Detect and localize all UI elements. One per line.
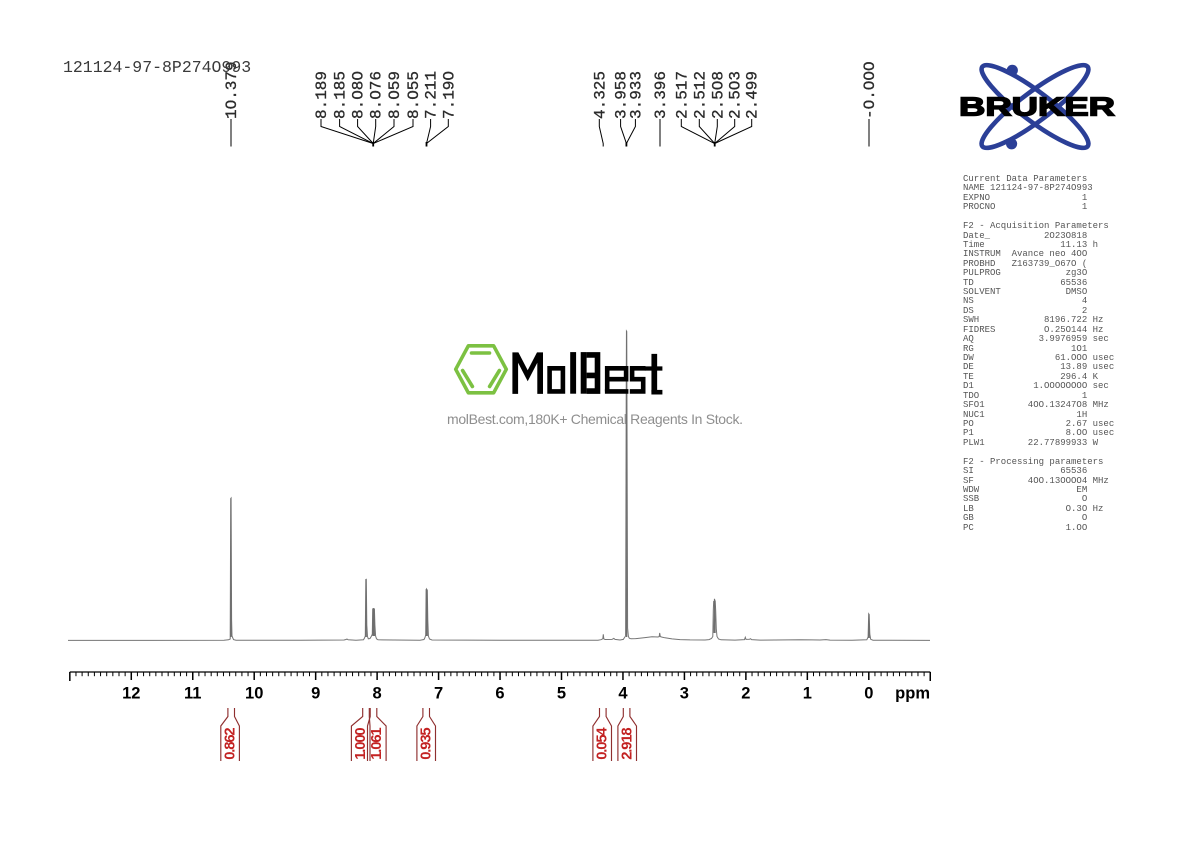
- svg-text:2.499: 2.499: [744, 71, 762, 119]
- svg-text:8.O76: 8.O76: [368, 71, 386, 119]
- svg-text:0.054: 0.054: [595, 727, 611, 760]
- svg-text:8.185: 8.185: [332, 71, 350, 119]
- svg-text:5: 5: [557, 685, 566, 703]
- svg-text:2.918: 2.918: [620, 728, 636, 760]
- svg-text:9: 9: [311, 685, 320, 703]
- svg-text:4.325: 4.325: [591, 71, 609, 119]
- svg-text:-O.OOO: -O.OOO: [861, 61, 879, 119]
- svg-text:3.396: 3.396: [652, 71, 670, 119]
- svg-text:11: 11: [184, 685, 201, 703]
- svg-text:0.935: 0.935: [419, 728, 435, 760]
- svg-text:1.061: 1.061: [369, 728, 385, 760]
- svg-text:0.862: 0.862: [222, 728, 238, 760]
- svg-text:7.211: 7.211: [423, 71, 441, 119]
- svg-text:10: 10: [245, 685, 263, 703]
- svg-text:3: 3: [680, 685, 689, 703]
- svg-text:2.5O8: 2.5O8: [709, 71, 727, 119]
- svg-text:7.19O: 7.19O: [440, 71, 458, 119]
- svg-text:1: 1: [803, 685, 812, 703]
- svg-text:2.5O3: 2.5O3: [727, 71, 745, 119]
- svg-text:8: 8: [373, 685, 382, 703]
- svg-text:BRUKER: BRUKER: [959, 92, 1115, 122]
- svg-text:1.000: 1.000: [353, 728, 369, 760]
- svg-text:8.O59: 8.O59: [386, 71, 404, 119]
- svg-text:3.958: 3.958: [613, 71, 631, 119]
- svg-text:4: 4: [618, 685, 628, 703]
- svg-text:3.933: 3.933: [627, 71, 645, 119]
- svg-text:0: 0: [864, 685, 873, 703]
- svg-text:8.O8O: 8.O8O: [350, 71, 368, 119]
- svg-text:12: 12: [122, 685, 140, 703]
- svg-text:8.189: 8.189: [313, 71, 331, 119]
- svg-text:6: 6: [495, 685, 504, 703]
- svg-text:ppm: ppm: [895, 685, 930, 703]
- svg-text:1O.379: 1O.379: [223, 61, 241, 119]
- svg-text:8.O55: 8.O55: [405, 71, 423, 119]
- svg-text:7: 7: [434, 685, 443, 703]
- svg-text:2.512: 2.512: [691, 71, 709, 119]
- svg-text:2.517: 2.517: [673, 71, 691, 119]
- svg-text:2: 2: [741, 685, 750, 703]
